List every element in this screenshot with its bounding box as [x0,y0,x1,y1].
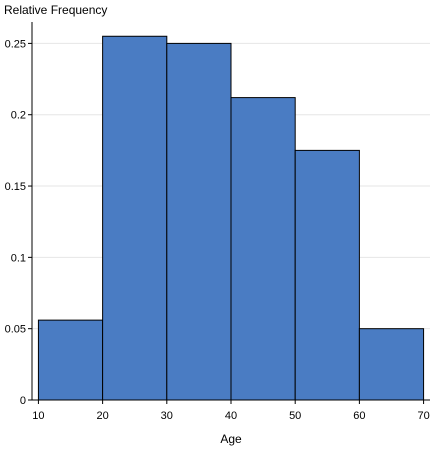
y-tick-label: 0.25 [5,38,26,50]
x-tick-label: 10 [32,410,44,422]
y-tick-label: 0 [20,395,26,407]
x-tick-label: 60 [353,410,365,422]
histogram-bar [166,42,232,401]
y-tick-label: 0.05 [5,324,26,336]
histogram-bar [230,97,296,401]
x-axis-title: Age [220,432,242,446]
histogram-bar [294,149,360,401]
x-tick-label: 30 [161,410,173,422]
histogram-bars [37,35,425,401]
y-axis-title: Relative Frequency [4,3,108,17]
histogram-bar [358,328,425,401]
x-tick-label: 70 [417,410,429,422]
histogram-bar [37,319,104,401]
y-axis-ticks: 0 0.05 0.1 0.15 0.2 0.25 [5,38,32,407]
y-tick-label: 0.2 [11,110,26,122]
x-axis-ticks: 10 20 30 40 50 60 70 [32,400,430,422]
x-tick-label: 40 [225,410,237,422]
y-tick-label: 0.1 [11,252,26,264]
x-tick-label: 20 [96,410,108,422]
y-tick-label: 0.15 [5,181,26,193]
x-tick-label: 50 [289,410,301,422]
histogram-bar [102,35,168,401]
